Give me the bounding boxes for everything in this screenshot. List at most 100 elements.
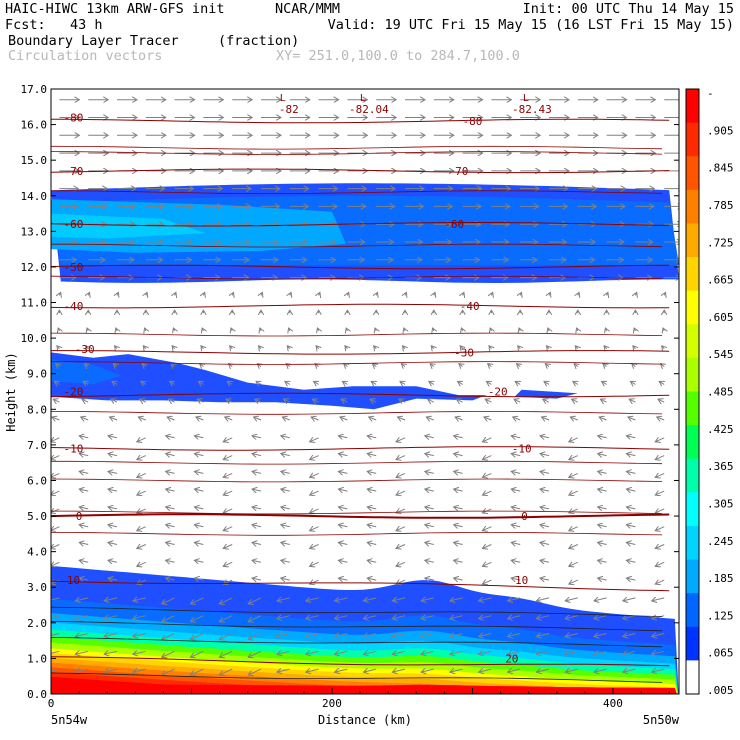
circulation-vector <box>281 471 290 473</box>
circulation-vector <box>342 381 347 384</box>
circulation-vector <box>425 471 434 473</box>
circulation-vector <box>51 545 60 549</box>
colorbar-swatch <box>686 425 699 460</box>
temperature-contour <box>51 168 670 174</box>
circulation-vector <box>367 454 377 456</box>
circulation-vector <box>317 328 318 331</box>
circulation-vector <box>604 346 607 349</box>
y-tick-label: 17.0 <box>21 83 48 96</box>
circulation-vector <box>404 328 405 331</box>
circulation-vector <box>314 381 319 384</box>
mid-tracer-region <box>51 352 487 410</box>
circulation-vector <box>59 292 60 295</box>
circulation-vector <box>602 381 607 384</box>
circulation-vector <box>549 292 550 295</box>
circulation-vector <box>482 473 492 477</box>
circulation-vector <box>140 399 147 402</box>
temperature-contour <box>51 303 670 309</box>
temperature-contour <box>51 392 670 398</box>
circulation-vector <box>53 399 60 402</box>
circulation-vector <box>254 417 262 420</box>
theta-contour <box>51 190 663 195</box>
circulation-vector <box>310 473 319 477</box>
circulation-vector <box>175 292 176 295</box>
circulation-vector <box>75 616 89 619</box>
circulation-vector <box>364 616 377 619</box>
circulation-vector <box>345 346 348 349</box>
circulation-vector <box>194 578 204 580</box>
circulation-vector <box>479 616 492 619</box>
circulation-vector <box>219 633 233 640</box>
circulation-vector <box>482 562 492 566</box>
circulation-vector <box>486 381 491 384</box>
circulation-vector <box>454 543 463 545</box>
circulation-vector <box>56 364 60 367</box>
circulation-vector <box>338 436 348 438</box>
circulation-vector <box>659 381 664 384</box>
contour-label: -40 <box>64 300 84 313</box>
circulation-vector <box>261 292 262 295</box>
y-tick-label: 1.0 <box>27 652 47 665</box>
circulation-vector <box>479 651 492 654</box>
colorbar-label: .365 <box>707 460 734 473</box>
temperature-contour <box>51 446 670 451</box>
circulation-vector <box>540 489 550 491</box>
circulation-vector <box>594 616 607 619</box>
minimum-letter: L <box>523 93 529 104</box>
circulation-vector <box>398 417 406 420</box>
x-axis-title: Distance (km) <box>318 713 412 727</box>
circulation-vector <box>594 634 607 637</box>
circulation-vector <box>259 346 262 349</box>
circulation-vector <box>277 616 290 619</box>
circulation-vector <box>598 489 607 491</box>
circulation-vector <box>396 527 406 531</box>
circulation-vector <box>367 578 377 580</box>
circulation-vector <box>306 634 319 637</box>
circulation-vector <box>142 364 146 367</box>
circulation-vector <box>514 399 521 402</box>
circulation-vector <box>194 471 204 473</box>
circulation-vector <box>367 436 377 438</box>
circulation-vector <box>306 669 319 672</box>
circulation-vector <box>225 417 233 420</box>
circulation-vector <box>663 328 664 331</box>
circulation-vector <box>578 292 579 295</box>
circulation-vector <box>565 651 578 654</box>
colorbar-label: .905 <box>707 124 734 137</box>
circulation-vector <box>536 616 550 619</box>
circulation-vector <box>655 580 665 584</box>
circulation-vector <box>166 507 175 509</box>
circulation-vector <box>565 634 578 637</box>
circulation-vector <box>281 543 290 545</box>
circulation-vector <box>196 417 204 420</box>
theta-contour <box>51 243 663 248</box>
circulation-vector <box>51 527 60 531</box>
colorbar-swatch <box>686 122 699 157</box>
circulation-vector <box>396 438 406 442</box>
x-tick-label: 200 <box>322 697 342 710</box>
contour-label: -30 <box>454 346 474 359</box>
temperature-contour <box>51 350 670 355</box>
circulation-vector <box>520 292 521 295</box>
circulation-vector <box>191 597 204 604</box>
circulation-vector <box>518 346 521 349</box>
circulation-vector <box>219 615 233 622</box>
circulation-vector <box>85 364 89 367</box>
circulation-vector <box>166 578 175 580</box>
contour-label: -80 <box>463 115 483 128</box>
circulation-vector <box>281 578 290 580</box>
y-tick-label: 15.0 <box>21 154 48 167</box>
circulation-vector <box>277 598 290 601</box>
y-tick-label: 3.0 <box>27 581 47 594</box>
circulation-vector <box>223 438 233 442</box>
circulation-vector <box>310 580 319 584</box>
circulation-vector <box>141 381 146 384</box>
circulation-vector <box>166 489 175 491</box>
circulation-vector <box>540 454 550 456</box>
y-axis-title: Height (km) <box>4 352 18 431</box>
circulation-vector <box>598 454 607 456</box>
circulation-vector <box>133 634 146 637</box>
circulation-vector <box>543 399 550 402</box>
circulation-vector <box>540 578 550 580</box>
colorbar-swatch <box>686 156 699 191</box>
